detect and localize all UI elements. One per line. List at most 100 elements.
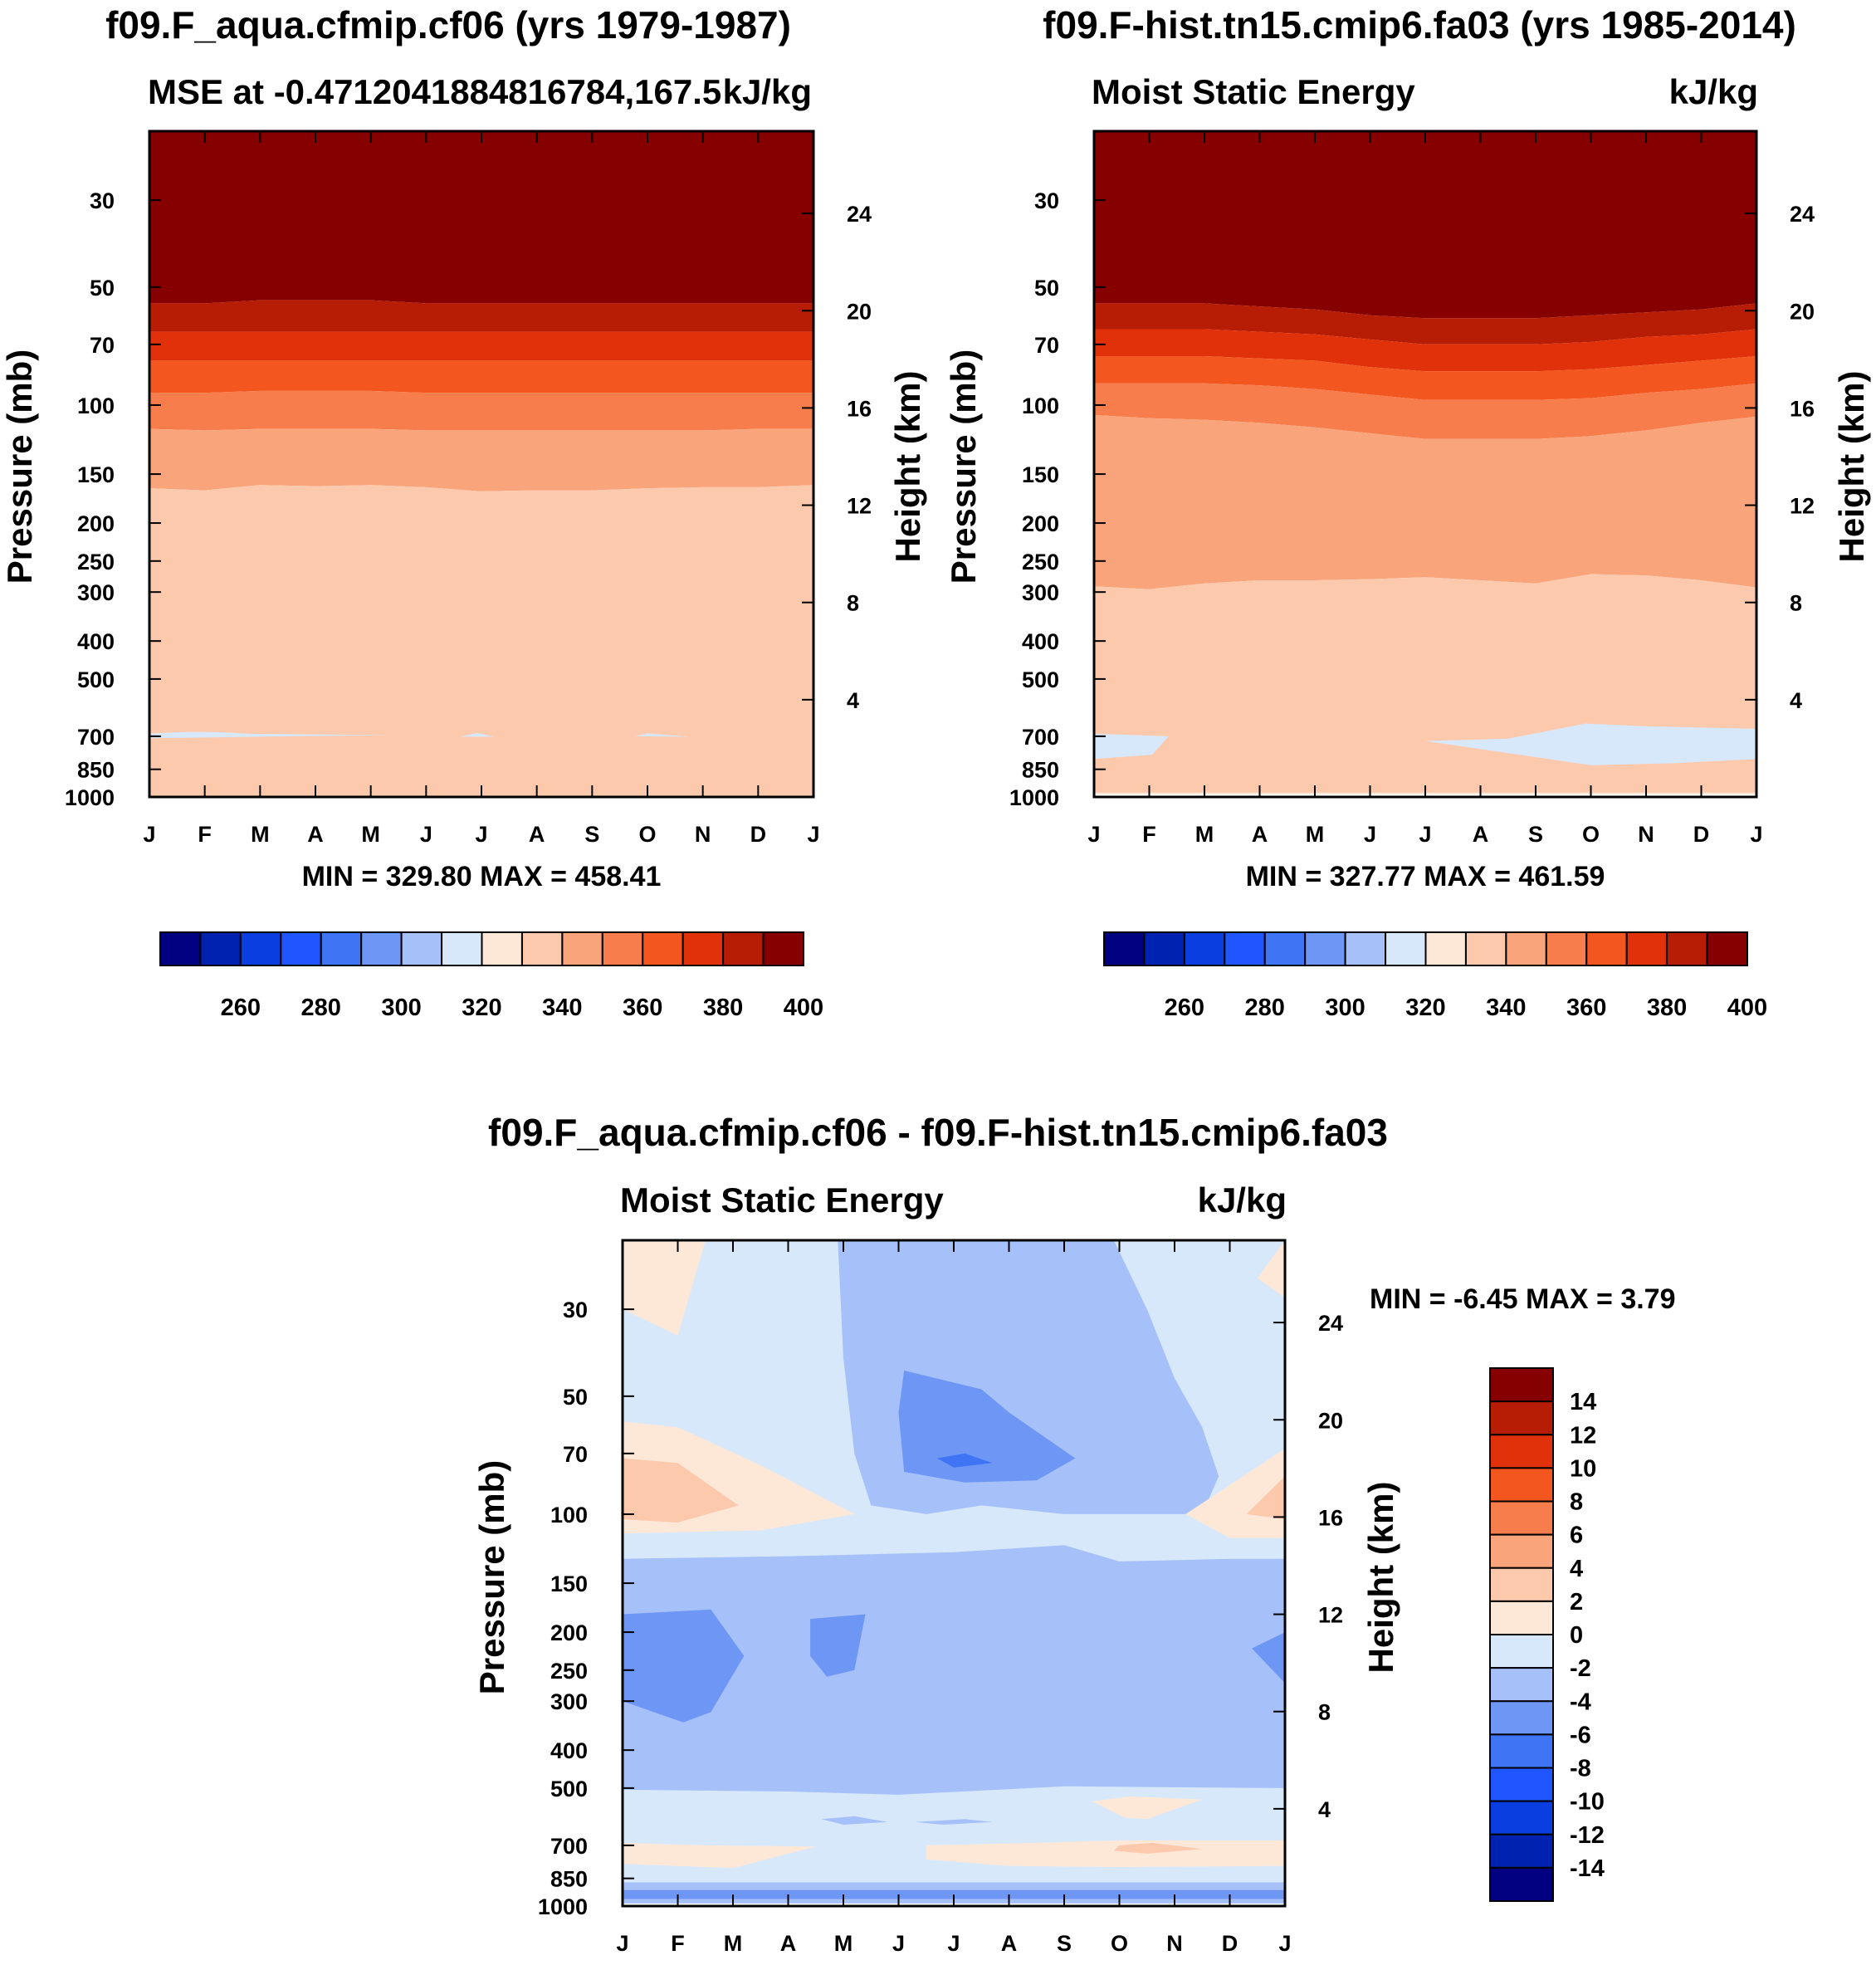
colorbar-box [1489, 1800, 1554, 1835]
x-tick-label: O [1582, 822, 1600, 847]
panel2-colorbar: 260 280 300 320 340 360 380 400 [1103, 931, 1767, 1021]
colorbar-label: -4 [1570, 1689, 1591, 1715]
colorbar-box [1489, 1733, 1554, 1769]
x-tick-label: D [750, 822, 767, 847]
panel1-units: kJ/kg [723, 72, 812, 111]
height-tick-label: 8 [847, 591, 859, 616]
colorbar-box [1385, 931, 1427, 966]
colorbar-box [360, 931, 403, 966]
contour-band [623, 1882, 1285, 1890]
colorbar-box [1489, 1600, 1554, 1635]
pressure-tick-label: 250 [77, 550, 115, 574]
x-tick-label: M [251, 822, 270, 847]
pressure-tick-label: 100 [77, 393, 115, 418]
panel2-title: f09.F-hist.tn15.cmip6.fa03 (yrs 1985-201… [1043, 3, 1796, 46]
contour-band [915, 1819, 993, 1825]
colorbar-box [1224, 931, 1266, 966]
x-tick-label: J [475, 822, 487, 847]
colorbar-box [1489, 1367, 1554, 1403]
pressure-tick-label: 70 [563, 1442, 588, 1467]
x-tick-label: J [947, 1931, 960, 1956]
contour-band [1094, 383, 1756, 439]
colorbar-label: -8 [1570, 1756, 1591, 1782]
height-tick-label: 4 [1318, 1797, 1331, 1822]
contour-band [1094, 733, 1169, 760]
x-tick-label: F [671, 1931, 685, 1956]
contour-band [149, 485, 813, 795]
colorbar-label: 260 [221, 995, 261, 1021]
x-tick-label: M [1306, 822, 1325, 847]
panel-fa03: f09.F-hist.tn15.cmip6.fa03 (yrs 1985-201… [944, 3, 1871, 1021]
x-tick-label: J [1419, 822, 1431, 847]
difference-contour-plot [623, 1240, 1285, 1906]
contour-band [898, 1370, 1076, 1483]
colorbar-box [1505, 931, 1547, 966]
colorbar-box [1143, 931, 1185, 966]
colorbar-label: 320 [1405, 995, 1445, 1021]
pressure-tick-label: 50 [563, 1385, 588, 1410]
contour-band [1094, 303, 1756, 345]
contour-band [1094, 356, 1756, 400]
colorbar-box [1489, 1400, 1554, 1436]
colorbar-label: 380 [703, 995, 743, 1021]
x-tick-label: M [834, 1931, 853, 1956]
colorbar-label: 340 [542, 995, 582, 1021]
plot-frame [1092, 130, 1758, 799]
colorbar-label: 280 [1245, 995, 1285, 1021]
x-tick-label: M [724, 1931, 743, 1956]
colorbar-box [400, 931, 443, 966]
panel1-colorbar: 260 280 300 320 340 360 380 400 [159, 931, 823, 1021]
panel1-left-string: MSE at -0.4712041884816784,167.5 [148, 72, 721, 111]
colorbar-box [1545, 931, 1588, 966]
colorbar-box [520, 931, 564, 966]
colorbar-label: 0 [1570, 1622, 1583, 1649]
pressure-tick-label: 300 [550, 1689, 588, 1714]
x-tick-label: M [361, 822, 380, 847]
difference-units: kJ/kg [1198, 1180, 1287, 1220]
x-tick-label: A [1473, 822, 1489, 847]
colorbar-label: 300 [381, 995, 421, 1021]
x-tick-label: D [1222, 1931, 1238, 1956]
colorbar-box [1489, 1567, 1554, 1602]
pressure-tick-label: 100 [1022, 393, 1059, 418]
pressure-tick-label: 300 [1022, 580, 1059, 605]
colorbar-box [1489, 1434, 1554, 1469]
colorbar-box [1489, 1467, 1554, 1503]
x-tick-label: J [1087, 822, 1100, 847]
pressure-tick-label: 250 [550, 1659, 588, 1684]
pressure-tick-label: 70 [90, 333, 115, 358]
pressure-tick-label: 400 [1022, 629, 1059, 654]
x-tick-label: J [892, 1931, 905, 1956]
pressure-tick-label: 200 [550, 1620, 588, 1645]
x-tick-label: F [198, 822, 212, 847]
colorbar-box [1183, 931, 1226, 966]
colorbar-label: 14 [1570, 1389, 1596, 1415]
x-tick-label: S [1057, 1931, 1072, 1956]
colorbar-label: 260 [1165, 995, 1204, 1021]
x-tick-label: D [1693, 822, 1710, 847]
contour-band [1257, 1240, 1285, 1298]
contour-band [926, 1840, 1285, 1867]
height-tick-label: 16 [1318, 1505, 1343, 1530]
pressure-tick-label: 850 [1022, 758, 1059, 783]
contour-band [149, 131, 813, 304]
colorbar-label: 340 [1486, 995, 1526, 1021]
colorbar-box [1585, 931, 1628, 966]
x-tick-label: J [616, 1931, 628, 1956]
contour-band [1094, 414, 1756, 589]
contour-band [1092, 1796, 1203, 1820]
panel1-height-label: Height (km) [888, 371, 927, 563]
pressure-tick-label: 1000 [1009, 785, 1059, 810]
pressure-tick-label: 150 [1022, 462, 1059, 487]
x-tick-label: O [638, 822, 656, 847]
contour-band [1094, 131, 1756, 319]
height-tick-label: 24 [1318, 1311, 1343, 1336]
x-tick-label: F [1142, 822, 1156, 847]
colorbar-box [1625, 931, 1668, 966]
x-tick-label: A [780, 1931, 797, 1956]
contour-band [149, 300, 813, 332]
pressure-tick-label: 500 [77, 667, 115, 692]
x-tick-label: S [1528, 822, 1543, 847]
colorbar-label: 4 [1570, 1556, 1583, 1582]
x-tick-label: A [307, 822, 324, 847]
